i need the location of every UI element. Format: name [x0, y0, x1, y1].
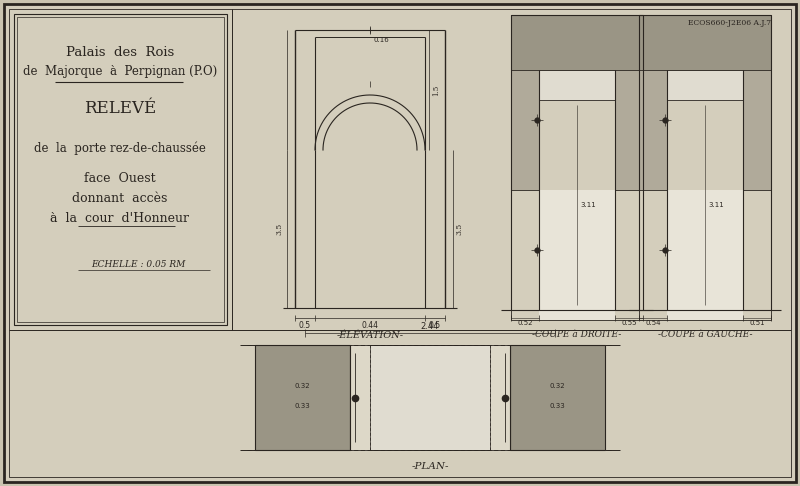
Bar — [511, 70, 539, 190]
Bar — [639, 70, 667, 190]
Bar — [510, 345, 605, 450]
Text: à  la  cour  d'Honneur: à la cour d'Honneur — [50, 211, 190, 225]
Text: 3.5: 3.5 — [455, 223, 463, 235]
Text: 2.44: 2.44 — [421, 322, 439, 330]
Text: -PLAN-: -PLAN- — [411, 462, 449, 470]
Text: 0.33: 0.33 — [550, 402, 566, 409]
Text: ECOS660-J2E06 A.J.7: ECOS660-J2E06 A.J.7 — [689, 19, 771, 27]
Text: 0.33: 0.33 — [294, 402, 310, 409]
Text: 0.5: 0.5 — [429, 320, 441, 330]
Text: de  Majorque  à  Perpignan (P.O): de Majorque à Perpignan (P.O) — [23, 66, 217, 79]
Text: 0.51: 0.51 — [749, 320, 765, 326]
Text: 0.52: 0.52 — [518, 320, 533, 326]
Text: 1.5: 1.5 — [432, 85, 440, 96]
Bar — [615, 70, 643, 190]
Text: ECHELLE : 0.05 RM: ECHELLE : 0.05 RM — [91, 260, 185, 268]
Bar — [639, 15, 771, 70]
Text: -ÉLÉVATION-: -ÉLÉVATION- — [337, 330, 403, 340]
Text: 0.16: 0.16 — [373, 37, 389, 43]
Text: Palais  des  Rois: Palais des Rois — [66, 46, 174, 58]
Bar — [350, 345, 370, 450]
Text: -COUPE à GAUCHE-: -COUPE à GAUCHE- — [658, 330, 752, 339]
Text: 3.11: 3.11 — [580, 202, 596, 208]
Bar — [667, 70, 743, 100]
Bar — [255, 345, 350, 450]
Bar — [639, 190, 771, 320]
Text: 3.5: 3.5 — [275, 223, 283, 235]
Text: -COUPE à DROITE-: -COUPE à DROITE- — [532, 330, 622, 339]
Text: de  la  porte rez-de-chaussée: de la porte rez-de-chaussée — [34, 141, 206, 155]
Bar — [667, 190, 743, 320]
Bar — [539, 190, 615, 320]
Text: 0.32: 0.32 — [550, 382, 566, 388]
Bar — [350, 345, 510, 450]
Text: RELEVÉ: RELEVÉ — [84, 100, 156, 117]
Bar — [17, 17, 224, 322]
Text: 0.55: 0.55 — [622, 320, 637, 326]
Bar — [539, 70, 615, 100]
Bar — [14, 14, 227, 325]
Text: 0.32: 0.32 — [294, 382, 310, 388]
Bar — [490, 345, 510, 450]
Text: face  Ouest: face Ouest — [84, 172, 156, 185]
Text: 0.44: 0.44 — [362, 320, 378, 330]
Bar — [511, 15, 643, 70]
Text: 0.5: 0.5 — [299, 320, 311, 330]
Text: donnant  accès: donnant accès — [72, 191, 168, 205]
Text: 3.11: 3.11 — [708, 202, 724, 208]
Bar — [743, 70, 771, 190]
Text: 0.54: 0.54 — [646, 320, 661, 326]
Bar — [511, 190, 643, 320]
